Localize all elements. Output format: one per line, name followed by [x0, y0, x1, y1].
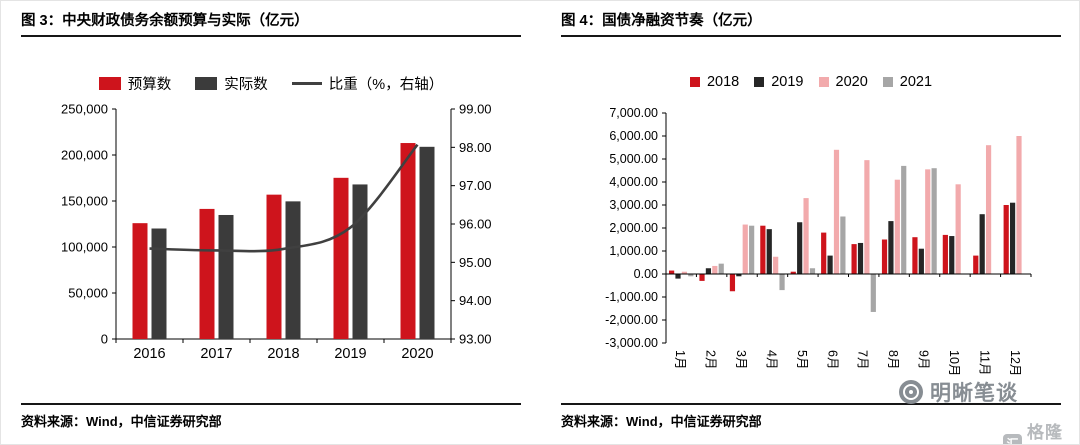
svg-text:0: 0	[101, 332, 108, 347]
svg-text:2018: 2018	[267, 346, 299, 362]
legend-item-2018: 2018	[689, 74, 740, 90]
svg-text:150,000: 150,000	[61, 194, 108, 209]
mingxi-bitan-watermark: 明晰笔谈	[899, 377, 1018, 407]
figure4-title-underline	[561, 35, 1061, 37]
legend-label-budget: 预算数	[127, 77, 172, 93]
svg-text:2016: 2016	[133, 346, 165, 362]
svg-text:-2,000.00: -2,000.00	[605, 313, 658, 327]
legend-item-budget: 预算数	[98, 73, 172, 94]
legend-label-2021: 2021	[899, 74, 933, 90]
legend-swatch-budget	[98, 77, 121, 90]
figure3-panel: 图 3：中央财政债务余额预算与实际（亿元） 预算数 实际数 比重（%，右轴） 0…	[21, 1, 521, 444]
svg-text:50,000: 50,000	[68, 286, 108, 301]
svg-text:5月: 5月	[795, 350, 809, 369]
svg-text:99.00: 99.00	[459, 102, 492, 117]
svg-text:8月: 8月	[886, 350, 900, 369]
legend-swatch-actual	[195, 77, 218, 90]
svg-text:0.00: 0.00	[634, 267, 658, 281]
figure3-chart-canvas: 0 50,000 100,000 150,000 200,000 250,000 93.00…	[61, 102, 492, 363]
figure4-legend: 2018 2019 2020 2021	[561, 74, 1061, 90]
svg-text:2017: 2017	[200, 346, 232, 362]
legend-swatch-2020	[818, 77, 829, 87]
gelonghui-logo-icon: 汇	[1003, 433, 1022, 444]
legend-label-2020: 2020	[835, 74, 868, 90]
figure4-panel: 图 4：国债净融资节奏（亿元） 2018 2019 2020 2021 -3,0…	[561, 1, 1061, 444]
gelonghui-watermark: 汇 格隆汇	[1003, 418, 1079, 444]
legend-label-actual: 实际数	[224, 77, 268, 93]
legend-swatch-2018	[689, 77, 700, 87]
svg-text:3月: 3月	[734, 350, 748, 369]
legend-item-2021: 2021	[882, 74, 933, 90]
watermark-brand-text: 明晰笔谈	[930, 382, 1018, 405]
legend-swatch-2021	[882, 77, 893, 87]
svg-text:4,000.00: 4,000.00	[609, 175, 658, 189]
svg-text:2019: 2019	[334, 346, 366, 362]
svg-text:7月: 7月	[856, 350, 870, 369]
figure4-source: 资料来源：Wind，中信证券研究部	[561, 414, 762, 429]
legend-label-2019: 2019	[771, 74, 804, 90]
svg-text:95.00: 95.00	[459, 255, 492, 270]
legend-label-ratio: 比重（%，右轴）	[328, 77, 444, 93]
svg-text:5,000.00: 5,000.00	[609, 152, 658, 166]
figure3-title: 图 3：中央财政债务余额预算与实际（亿元）	[21, 13, 309, 29]
figure3-legend: 预算数 实际数 比重（%，右轴）	[21, 73, 521, 94]
legend-item-actual: 实际数	[195, 73, 268, 94]
svg-text:200,000: 200,000	[61, 148, 108, 163]
legend-item-2019: 2019	[754, 74, 804, 90]
svg-text:94.00: 94.00	[459, 293, 492, 308]
svg-text:250,000: 250,000	[61, 102, 108, 117]
figure4-chart-canvas: -3,000.00 -2,000.00 -1,000.00 0.00 1,000.00 2…	[605, 106, 1032, 376]
svg-text:96.00: 96.00	[459, 217, 492, 232]
svg-text:10月: 10月	[947, 350, 961, 376]
figure3-source: 资料来源：Wind，中信证券研究部	[21, 414, 222, 429]
legend-swatch-ratio-line	[291, 82, 322, 85]
figure3-title-underline	[21, 35, 521, 37]
figure4-title: 图 4：国债净融资节奏（亿元）	[561, 13, 762, 29]
svg-text:98.00: 98.00	[459, 140, 492, 155]
svg-text:6,000.00: 6,000.00	[609, 129, 658, 143]
svg-text:-3,000.00: -3,000.00	[605, 336, 658, 350]
legend-label-2018: 2018	[706, 74, 740, 90]
svg-text:93.00: 93.00	[459, 332, 492, 347]
legend-swatch-2019	[754, 77, 765, 87]
legend-item-2020: 2020	[818, 74, 868, 90]
watermark-logo-text: 格隆汇	[1027, 423, 1063, 442]
svg-text:6月: 6月	[825, 350, 839, 369]
svg-text:100,000: 100,000	[61, 240, 108, 255]
legend-item-ratio: 比重（%，右轴）	[291, 73, 444, 94]
svg-text:12月: 12月	[1008, 350, 1022, 376]
wechat-account-icon	[899, 380, 923, 404]
svg-text:97.00: 97.00	[459, 178, 492, 193]
svg-text:11月: 11月	[977, 350, 991, 375]
svg-text:1月: 1月	[673, 350, 687, 369]
svg-text:2,000.00: 2,000.00	[609, 221, 658, 235]
svg-text:7,000.00: 7,000.00	[609, 106, 658, 120]
svg-text:2020: 2020	[401, 346, 433, 362]
svg-text:2月: 2月	[704, 350, 718, 369]
figure3-footer-rule	[21, 403, 521, 405]
svg-text:4月: 4月	[764, 350, 778, 369]
figure4-footer-rule	[561, 403, 1061, 405]
svg-text:9月: 9月	[917, 350, 931, 369]
svg-text:-1,000.00: -1,000.00	[605, 290, 658, 304]
svg-text:1,000.00: 1,000.00	[609, 244, 658, 258]
svg-text:3,000.00: 3,000.00	[609, 198, 658, 212]
